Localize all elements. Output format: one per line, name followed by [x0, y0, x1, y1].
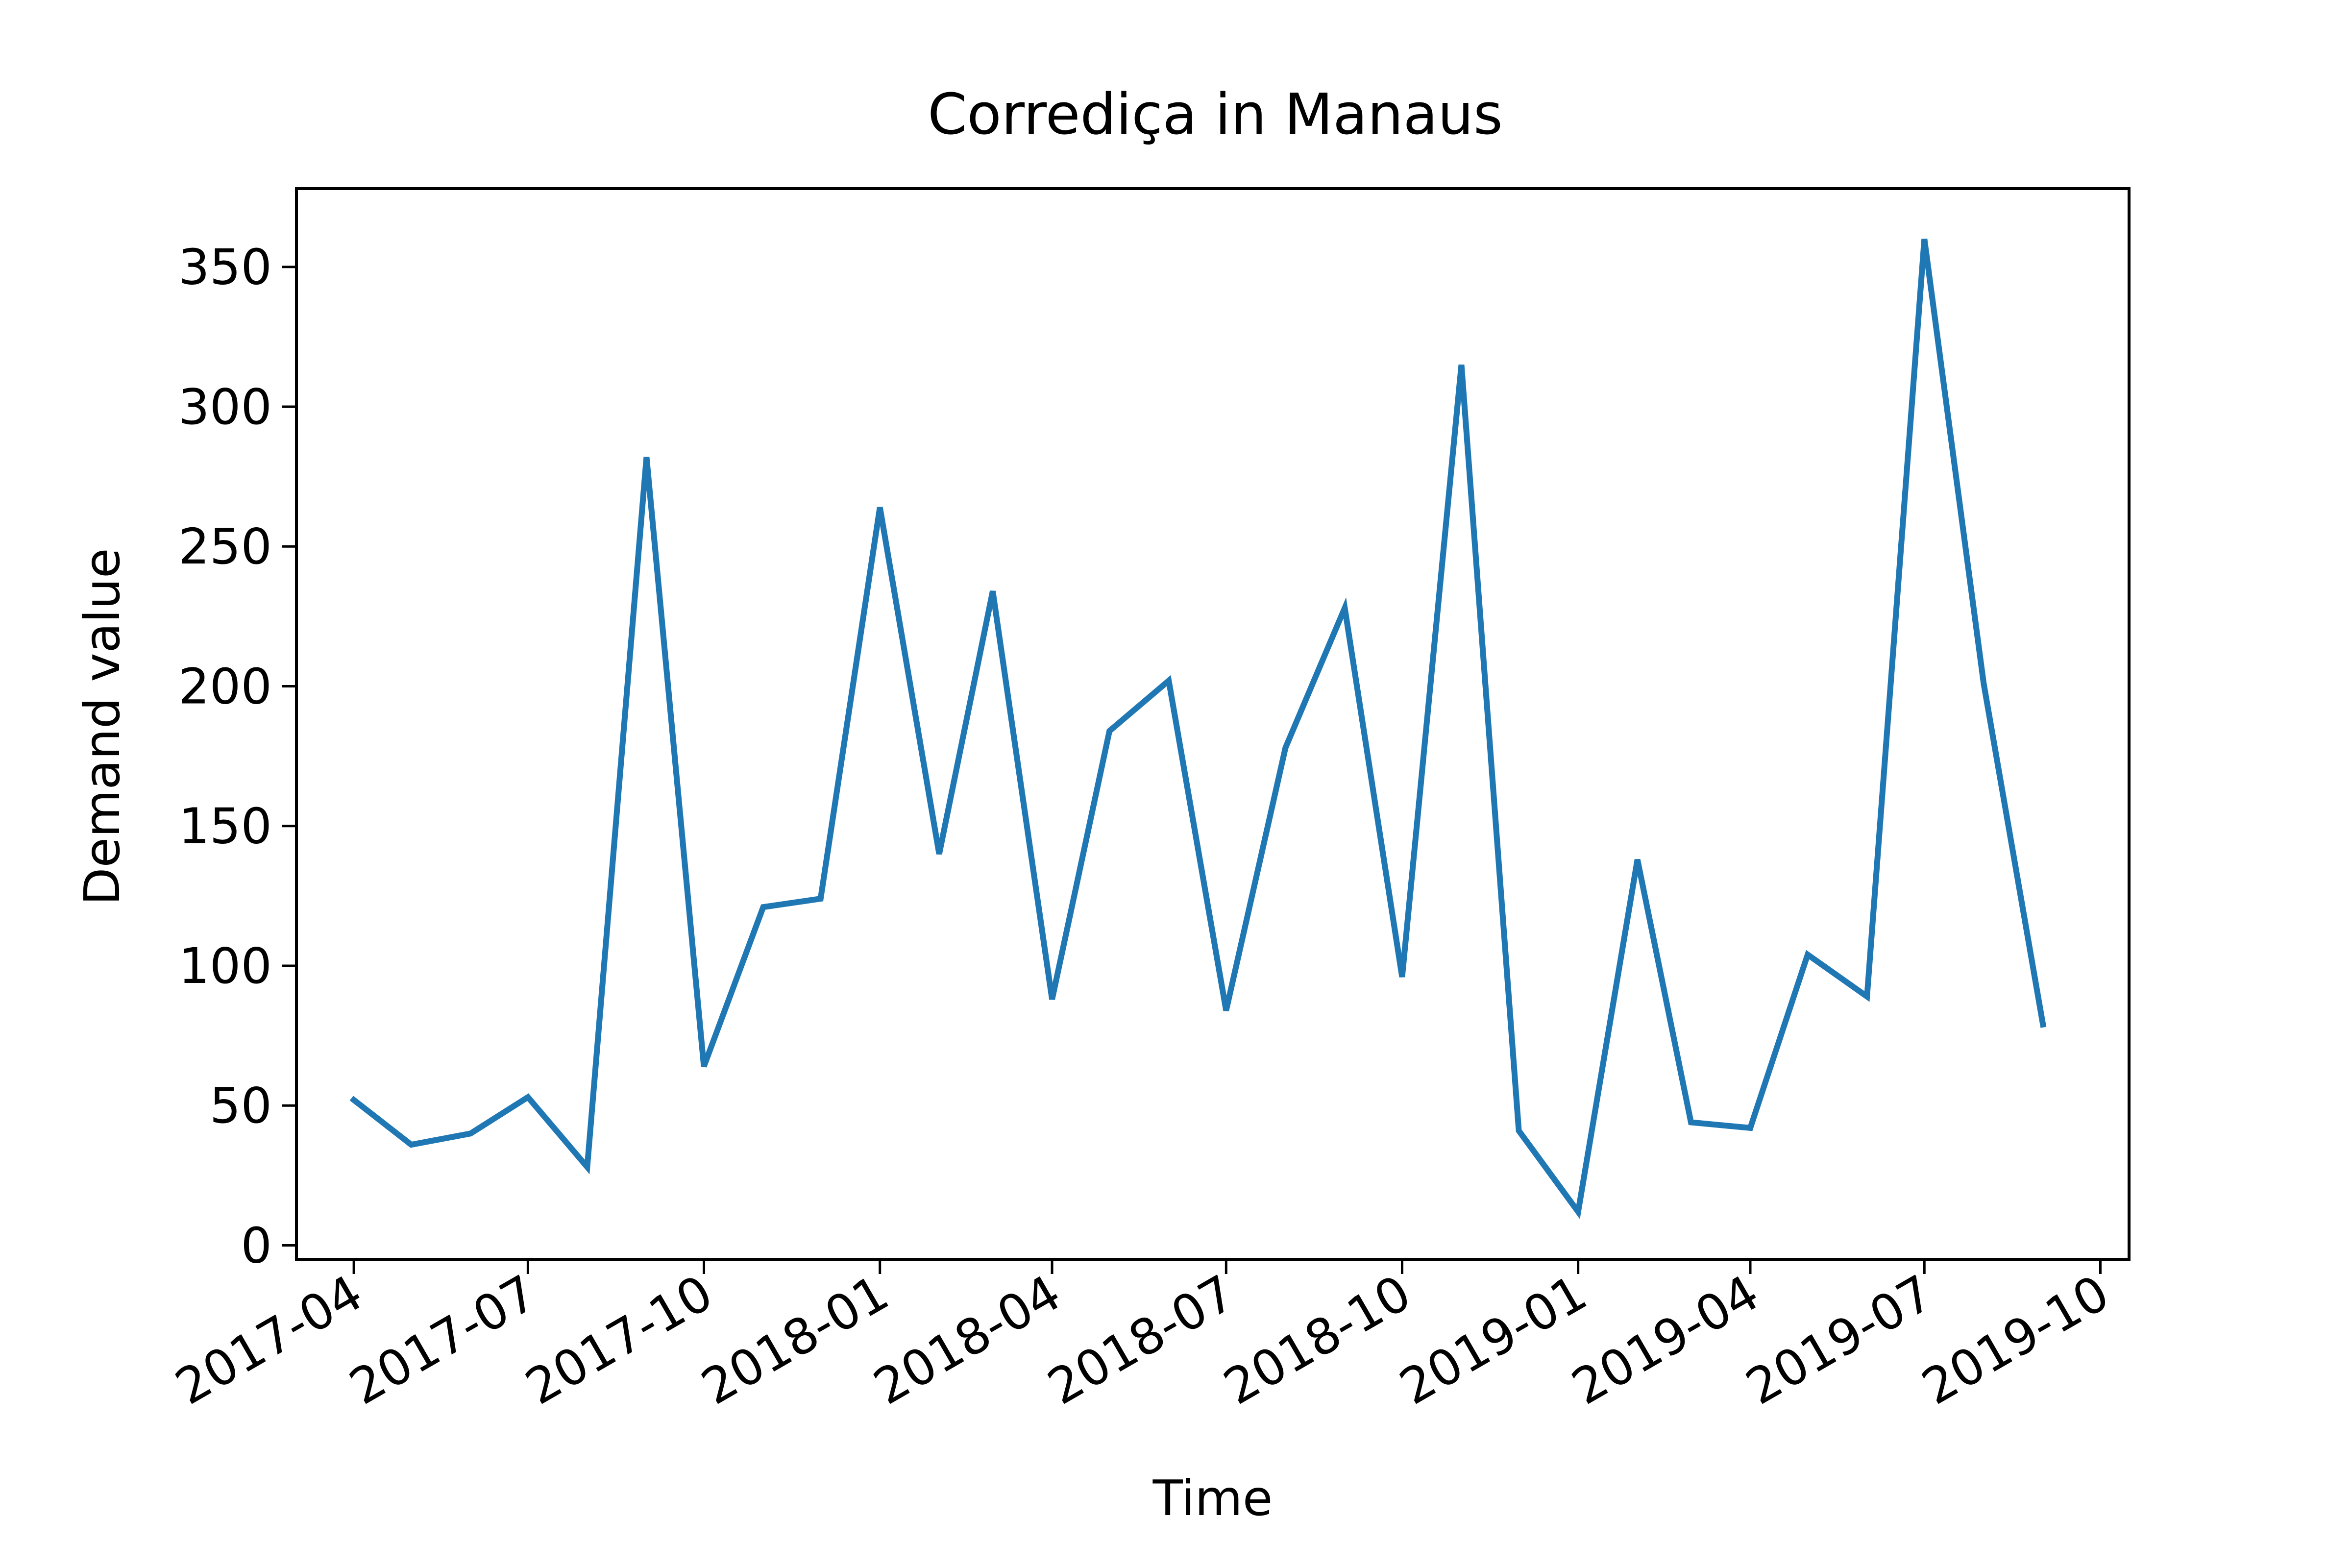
data-point	[1282, 745, 1288, 751]
data-point	[936, 851, 942, 857]
chart-title: Corrediça in Manaus	[928, 82, 1503, 147]
y-tick-label: 250	[178, 518, 272, 575]
data-point	[1223, 1007, 1229, 1013]
y-tick-label: 300	[178, 378, 272, 436]
data-point	[1747, 1125, 1753, 1131]
data-point	[2040, 1022, 2046, 1028]
data-point	[760, 904, 766, 910]
data-point	[990, 588, 996, 594]
data-point	[584, 1164, 590, 1170]
y-tick-label: 150	[178, 798, 272, 855]
data-point	[525, 1094, 531, 1100]
data-point	[408, 1142, 414, 1148]
data-point	[1342, 605, 1348, 611]
data-point	[1106, 728, 1112, 734]
y-tick-label: 0	[241, 1217, 272, 1274]
y-tick-label: 200	[178, 658, 272, 715]
data-point	[467, 1130, 473, 1136]
data-point	[1864, 994, 1870, 1000]
data-point	[701, 1063, 707, 1069]
data-point	[351, 1097, 357, 1103]
x-axis-label: Time	[1152, 1470, 1273, 1527]
data-point	[1166, 678, 1172, 684]
y-tick-label: 100	[178, 937, 272, 995]
data-point	[877, 504, 883, 510]
y-tick-label: 50	[210, 1077, 272, 1134]
data-point	[1575, 1209, 1581, 1215]
y-tick-label: 350	[178, 239, 272, 296]
series-line	[349, 238, 2047, 1220]
data-point	[1049, 996, 1055, 1002]
y-axis-label: Demand value	[74, 548, 131, 905]
data-point	[818, 896, 824, 902]
data-point	[1688, 1120, 1694, 1126]
data-point	[643, 454, 649, 460]
data-point	[1805, 952, 1811, 957]
data-point	[1459, 362, 1465, 368]
data-point	[1921, 236, 1927, 242]
data-point	[1399, 974, 1405, 980]
plot-frame	[295, 187, 2131, 1261]
data-point	[1516, 1128, 1522, 1134]
data-point	[1635, 857, 1641, 862]
data-point	[1981, 681, 1986, 686]
